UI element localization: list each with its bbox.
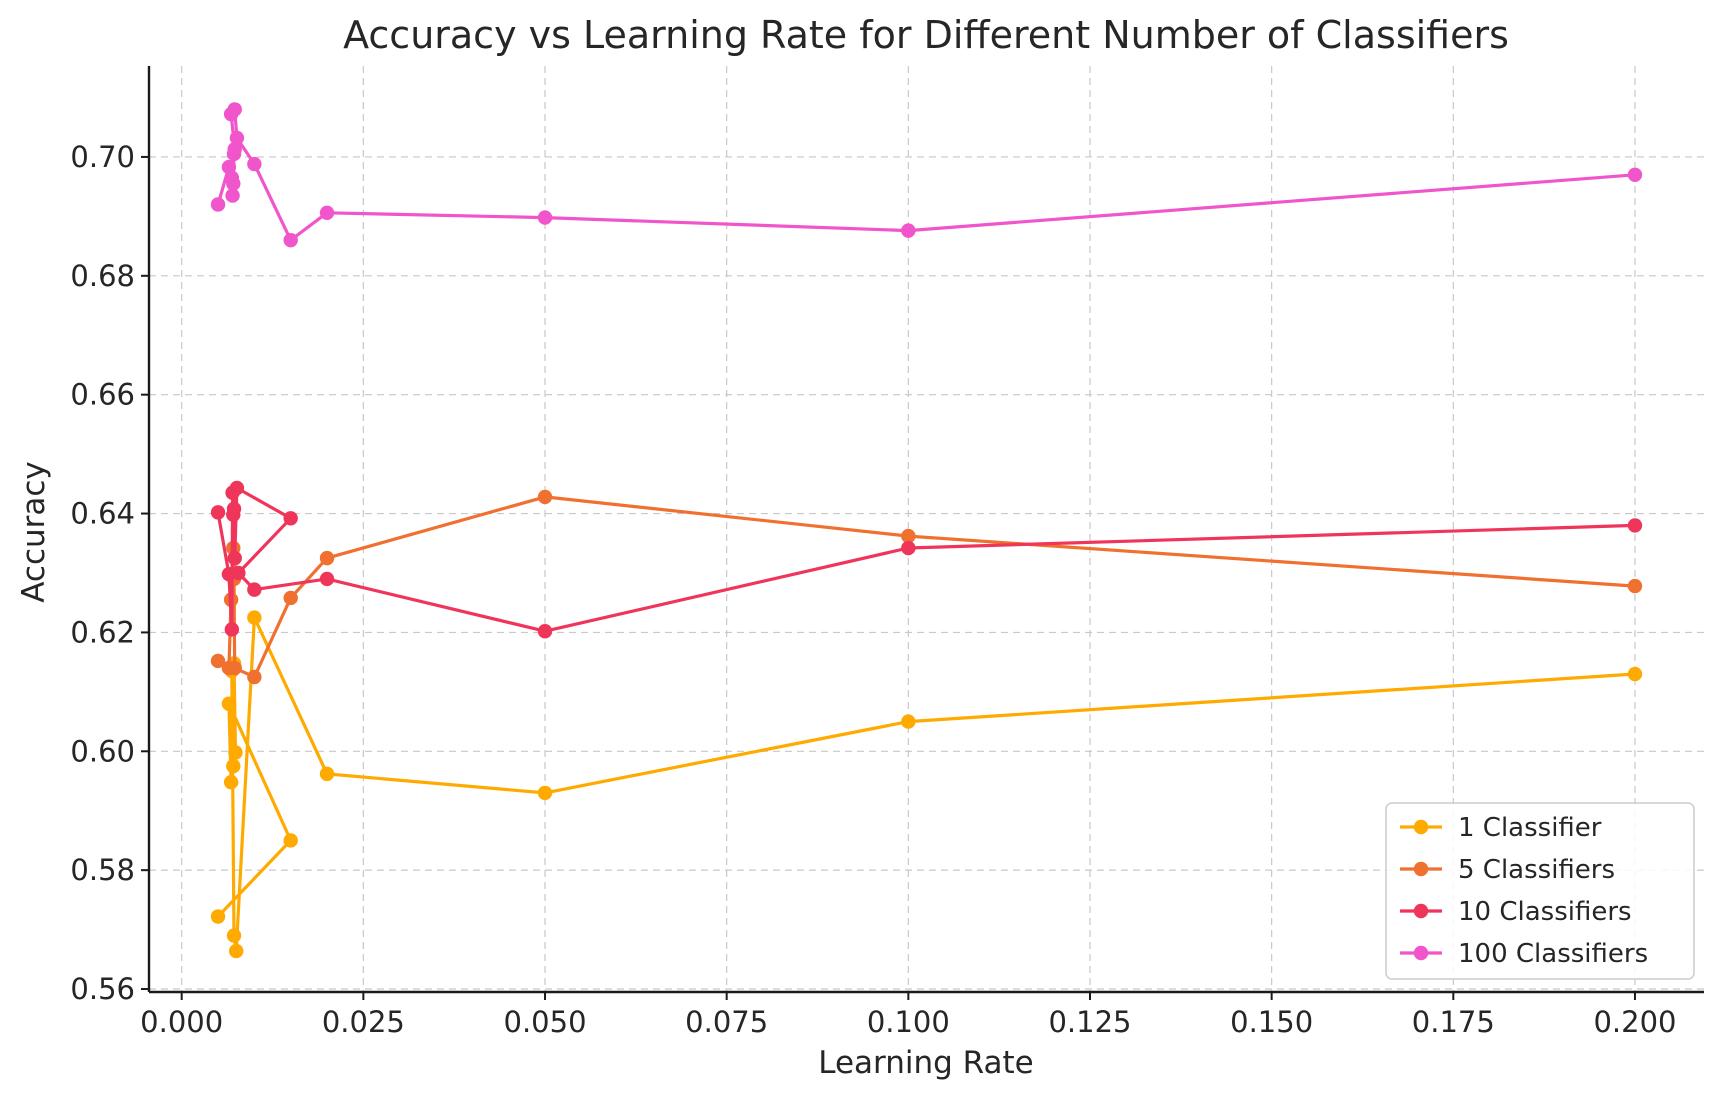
data-point-100-classifiers xyxy=(227,102,242,117)
data-point-10-classifiers xyxy=(224,622,240,637)
data-point-1-classifier xyxy=(210,909,226,924)
x-tick-label: 0.025 xyxy=(322,1005,405,1039)
data-point-100-classifiers xyxy=(229,130,245,146)
data-point-10-classifiers xyxy=(247,582,262,597)
data-point-5-classifiers xyxy=(319,550,335,566)
series-line-10-classifiers xyxy=(216,486,1637,633)
y-tick-label: 0.68 xyxy=(70,259,135,293)
data-point-100-classifiers xyxy=(226,176,241,191)
series-10-classifiers xyxy=(210,480,1643,639)
legend-item-10-classifiers: 10 Classifiers xyxy=(1400,897,1632,927)
data-point-1-classifier xyxy=(221,696,237,711)
data-point-5-classifiers xyxy=(1627,578,1643,594)
legend-label: 10 Classifiers xyxy=(1458,897,1632,927)
x-axis-label: Learning Rate xyxy=(818,1045,1034,1081)
legend-item-100-classifiers: 100 Classifiers xyxy=(1400,939,1648,969)
data-point-1-classifier xyxy=(1627,666,1643,682)
series-100-classifiers xyxy=(210,102,1643,248)
data-point-1-classifier xyxy=(537,785,553,801)
data-point-1-classifier xyxy=(247,610,262,625)
data-point-10-classifiers xyxy=(901,540,916,556)
data-point-5-classifiers xyxy=(901,528,916,544)
y-tick-label: 0.62 xyxy=(70,615,135,649)
data-point-5-classifiers xyxy=(247,669,262,685)
data-point-100-classifiers xyxy=(225,188,240,203)
axes: 0.000 0.025 0.050 0.075 0.100 0.125 0.150 0.175… xyxy=(70,66,1704,1039)
data-point-10-classifiers xyxy=(231,565,246,581)
data-point-100-classifiers xyxy=(227,142,242,157)
data-point-1-classifier xyxy=(226,758,241,774)
data-point-1-classifier xyxy=(228,943,244,959)
legend-label: 1 Classifier xyxy=(1458,813,1602,843)
data-point-10-classifiers xyxy=(319,571,335,587)
data-point-100-classifiers xyxy=(247,156,262,172)
series-line-5-classifiers xyxy=(216,495,1637,679)
x-tick-label: 0.100 xyxy=(867,1005,950,1039)
y-axis-label: Accuracy xyxy=(16,461,52,603)
chart-title: Accuracy vs Learning Rate for Different … xyxy=(343,13,1509,57)
data-point-100-classifiers xyxy=(537,210,553,225)
data-point-100-classifiers xyxy=(283,232,298,248)
legend-marker xyxy=(1413,861,1429,877)
data-point-10-classifiers xyxy=(226,507,241,522)
y-tick-label: 0.60 xyxy=(70,734,135,768)
legend-marker xyxy=(1413,903,1429,919)
series-line-100-classifiers xyxy=(216,107,1637,242)
data-point-100-classifiers xyxy=(319,205,335,221)
x-tick-label: 0.200 xyxy=(1593,1005,1676,1039)
x-tick-label: 0.150 xyxy=(1230,1005,1313,1039)
data-point-10-classifiers xyxy=(283,511,298,526)
data-point-10-classifiers xyxy=(227,550,242,566)
legend-label: 5 Classifiers xyxy=(1458,855,1615,885)
x-tick-label: 0.050 xyxy=(504,1005,587,1039)
y-tick-label: 0.64 xyxy=(70,497,135,531)
legend-box xyxy=(1385,802,1695,980)
data-point-1-classifier xyxy=(228,745,243,760)
data-point-10-classifiers xyxy=(537,624,553,639)
data-point-5-classifiers xyxy=(283,590,298,606)
y-tick-label: 0.56 xyxy=(70,972,135,1006)
legend-marker xyxy=(1413,945,1429,961)
data-point-1-classifier xyxy=(226,928,242,943)
x-tick-label: 0.000 xyxy=(140,1005,223,1039)
series-5-classifiers xyxy=(210,489,1643,685)
data-point-1-classifier xyxy=(901,714,916,729)
data-point-5-classifiers xyxy=(210,653,226,669)
series-layer xyxy=(210,102,1643,959)
data-point-10-classifiers xyxy=(229,480,245,496)
data-point-100-classifiers xyxy=(901,223,916,238)
data-point-5-classifiers xyxy=(227,660,242,676)
data-point-10-classifiers xyxy=(1627,518,1643,533)
data-point-100-classifiers xyxy=(210,197,226,212)
legend-item-5-classifiers: 5 Classifiers xyxy=(1400,855,1615,885)
y-tick-label: 0.70 xyxy=(70,140,135,174)
legend-label: 100 Classifiers xyxy=(1458,939,1648,969)
legend: 1 Classifier 5 Classifiers 10 Classifiers 1… xyxy=(1385,802,1695,980)
data-point-100-classifiers xyxy=(1627,167,1643,182)
x-tick-label: 0.175 xyxy=(1412,1005,1495,1039)
data-point-1-classifier xyxy=(223,774,239,790)
data-point-1-classifier xyxy=(319,766,335,782)
data-point-5-classifiers xyxy=(537,489,553,505)
y-tick-label: 0.66 xyxy=(70,378,135,412)
x-tick-label: 0.125 xyxy=(1048,1005,1131,1039)
legend-item-1-classifier: 1 Classifier xyxy=(1400,813,1602,843)
legend-marker xyxy=(1413,819,1429,835)
y-tick-label: 0.58 xyxy=(70,853,135,887)
data-point-1-classifier xyxy=(283,833,298,848)
data-point-10-classifiers xyxy=(210,505,226,520)
x-tick-label: 0.075 xyxy=(685,1005,768,1039)
